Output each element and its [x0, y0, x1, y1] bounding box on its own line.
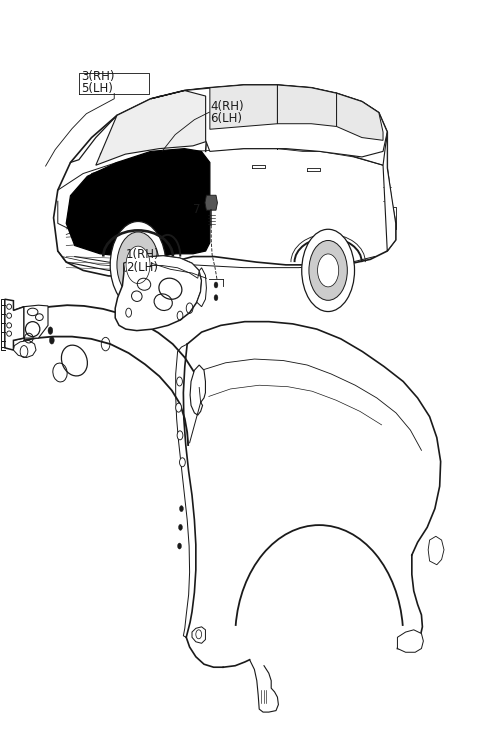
Polygon shape	[190, 365, 205, 415]
Polygon shape	[54, 85, 396, 276]
Polygon shape	[277, 85, 336, 126]
Circle shape	[214, 282, 218, 288]
Circle shape	[177, 431, 183, 440]
Polygon shape	[210, 85, 277, 129]
Circle shape	[49, 337, 54, 344]
Circle shape	[126, 246, 150, 283]
Circle shape	[110, 221, 166, 308]
Polygon shape	[115, 256, 202, 331]
Polygon shape	[5, 299, 24, 350]
Circle shape	[176, 403, 181, 412]
Polygon shape	[428, 536, 444, 565]
Polygon shape	[383, 132, 396, 251]
Text: 6(LH): 6(LH)	[210, 111, 242, 125]
Polygon shape	[124, 256, 199, 278]
Text: 1(RH): 1(RH)	[126, 248, 159, 261]
Circle shape	[302, 230, 355, 312]
Circle shape	[309, 241, 348, 301]
Polygon shape	[96, 88, 210, 165]
Circle shape	[48, 327, 53, 334]
Text: 7: 7	[193, 203, 201, 216]
Polygon shape	[197, 268, 206, 307]
Text: 2(LH): 2(LH)	[126, 260, 158, 274]
Circle shape	[196, 630, 202, 639]
Polygon shape	[397, 630, 423, 652]
Circle shape	[214, 295, 218, 301]
Circle shape	[178, 543, 181, 549]
Polygon shape	[151, 85, 387, 157]
Polygon shape	[192, 627, 205, 643]
Polygon shape	[66, 149, 210, 257]
Text: 5(LH): 5(LH)	[82, 82, 113, 95]
Circle shape	[179, 524, 182, 530]
Text: 3(RH): 3(RH)	[82, 70, 115, 83]
Polygon shape	[336, 94, 383, 141]
Polygon shape	[24, 305, 48, 338]
Polygon shape	[13, 307, 24, 340]
Circle shape	[180, 458, 185, 467]
Polygon shape	[205, 195, 217, 210]
Circle shape	[177, 377, 182, 386]
Polygon shape	[13, 340, 36, 358]
Circle shape	[318, 254, 339, 287]
Circle shape	[117, 232, 159, 298]
Circle shape	[180, 506, 183, 512]
Text: 4(RH): 4(RH)	[210, 99, 244, 113]
